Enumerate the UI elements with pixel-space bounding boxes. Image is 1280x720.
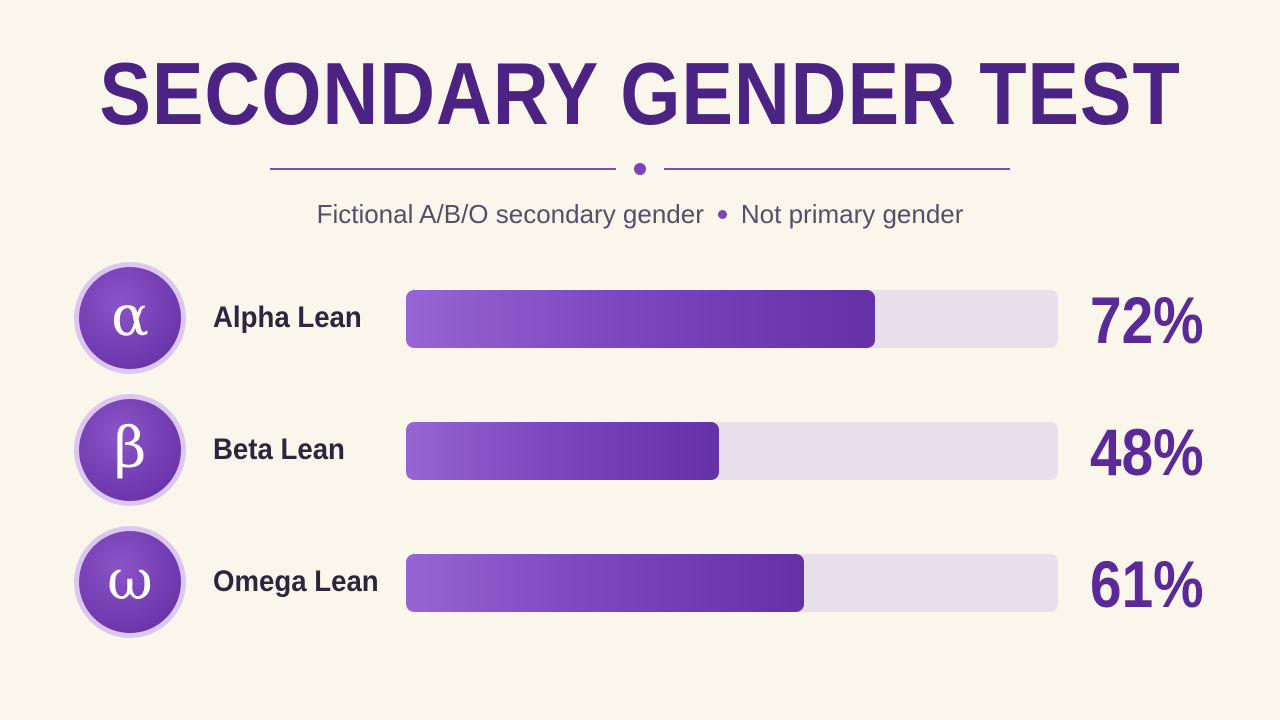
alpha-symbol-badge: α xyxy=(74,262,186,374)
bar-alpha xyxy=(406,290,876,348)
bar-row-alpha: α Alpha Lean 72% xyxy=(0,262,1280,382)
bar-track-beta xyxy=(406,422,1058,480)
beta-symbol-badge: β xyxy=(74,394,186,506)
bar-value-alpha: 72% xyxy=(1090,283,1204,357)
omega-symbol-badge: ω xyxy=(74,526,186,638)
bar-value-omega: 61% xyxy=(1090,547,1204,621)
bar-label-omega: Omega Lean xyxy=(213,565,379,598)
bar-row-beta: β Beta Lean 48% xyxy=(0,394,1280,514)
page-title: SECONDARY GENDER TEST xyxy=(99,44,1181,143)
subtitle: Fictional A/B/O secondary gender Not prim… xyxy=(0,198,1280,230)
bar-beta xyxy=(406,422,719,480)
bar-omega xyxy=(406,554,804,612)
subtitle-separator-dot xyxy=(717,209,727,219)
alpha-symbol: α xyxy=(79,267,181,369)
beta-symbol: β xyxy=(79,399,181,501)
title-divider-right xyxy=(664,168,1010,170)
bar-row-omega: ω Omega Lean 61% xyxy=(0,526,1280,646)
subtitle-left: Fictional A/B/O secondary gender xyxy=(316,199,704,229)
bar-value-beta: 48% xyxy=(1090,415,1204,489)
bar-track-alpha xyxy=(406,290,1058,348)
bar-label-beta: Beta Lean xyxy=(213,433,345,466)
bar-label-alpha: Alpha Lean xyxy=(213,301,362,334)
subtitle-right: Not primary gender xyxy=(740,199,964,229)
omega-symbol: ω xyxy=(79,531,181,633)
title-divider-dot xyxy=(634,163,646,175)
title-divider-left xyxy=(270,168,616,170)
bar-track-omega xyxy=(406,554,1058,612)
